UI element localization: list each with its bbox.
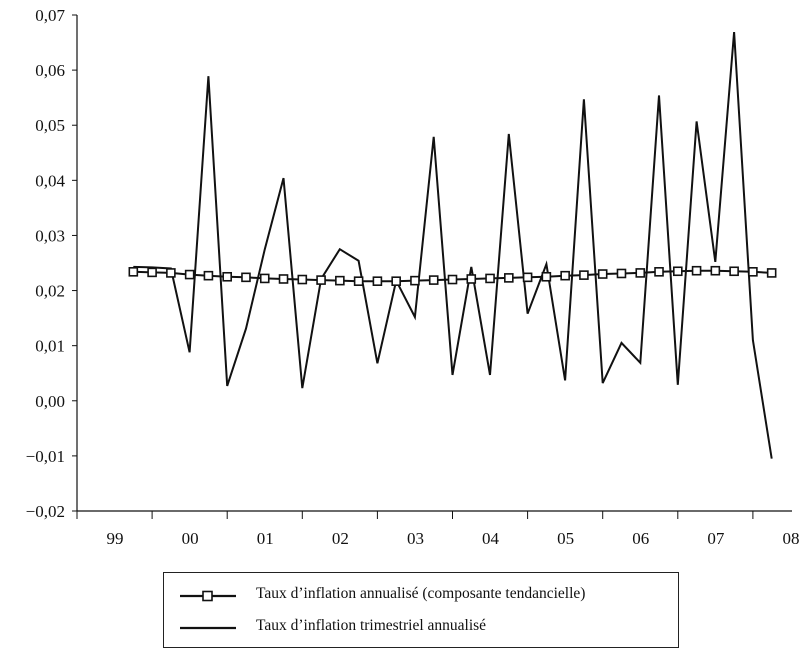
data-point-trend-marker [280,275,288,283]
data-point-trend-marker [693,267,701,275]
x-tick-label: 02 [332,529,349,548]
x-tick-label: 03 [407,529,424,548]
legend-label-trend: Taux d’inflation annualisé (composante t… [256,585,585,603]
y-axis-ticks: −0,02 −0,01 0,00 0,01 0,02 0,03 0,04 0,05 0,06 0,… [26,6,77,521]
data-point-trend-marker [186,271,194,279]
y-tick-label: −0,02 [26,502,65,521]
legend-item-trend: Taux d’inflation annualisé (composante t… [164,581,678,611]
data-point-trend-marker [655,268,663,276]
y-tick-label: 0,04 [35,171,65,190]
x-tick-label: 00 [182,529,199,548]
x-tick-label: 01 [257,529,274,548]
x-tick-label: 04 [482,529,500,548]
legend-item-quarterly: Taux d’inflation trimestriel annualisé [164,613,678,643]
data-point-trend-marker [336,277,344,285]
data-point-trend-marker [768,269,776,277]
x-tick-label: 06 [632,529,649,548]
legend-swatch-square-marker-line [178,587,238,605]
chart-svg: −0,02 −0,01 0,00 0,01 0,02 0,03 0,04 0,05 0,06 0,… [0,0,803,560]
data-point-trend-marker [617,269,625,277]
y-tick-label: 0,00 [35,392,65,411]
y-tick-label: −0,01 [26,447,65,466]
data-point-trend-marker [542,273,550,281]
series-line-quarterly-inflation [133,32,771,459]
data-point-trend-marker [749,268,757,276]
data-point-trend-marker [524,273,532,281]
data-point-trend-marker [355,277,363,285]
data-point-trend-marker [636,269,644,277]
y-tick-label: 0,02 [35,282,65,301]
x-tick-label: 99 [107,529,124,548]
y-tick-label: 0,06 [35,61,65,80]
data-point-trend-marker [129,268,137,276]
data-point-trend-marker [580,271,588,279]
legend: Taux d’inflation annualisé (composante t… [163,572,679,648]
data-point-trend-marker [317,276,325,284]
data-point-trend-marker [261,274,269,282]
data-point-trend-marker [204,272,212,280]
x-axis-ticks: 99 00 01 02 03 04 05 06 07 08 [77,511,803,548]
y-tick-label: 0,07 [35,6,65,25]
data-point-trend-marker [674,267,682,275]
data-point-trend-marker [373,277,381,285]
data-point-trend-marker [430,276,438,284]
plot-area [129,32,775,459]
legend-label-quarterly: Taux d’inflation trimestriel annualisé [256,617,486,635]
y-tick-label: 0,03 [35,226,65,245]
data-point-trend-marker [730,267,738,275]
data-point-trend-marker [561,272,569,280]
data-point-trend-marker [467,275,475,283]
data-point-trend-marker [486,274,494,282]
x-tick-label: 08 [782,529,799,548]
y-tick-label: 0,05 [35,116,65,135]
legend-swatch-plain-line [178,619,238,637]
data-point-trend-marker [223,273,231,281]
y-tick-label: 0,01 [35,337,65,356]
data-point-trend-marker [505,274,513,282]
x-tick-label: 05 [557,529,574,548]
data-point-trend-marker [167,269,175,277]
data-point-trend-marker [298,276,306,284]
data-point-trend-marker [242,273,250,281]
data-point-trend-marker [148,268,156,276]
x-tick-label: 07 [707,529,725,548]
data-point-trend-marker [449,276,457,284]
data-point-trend-marker [411,277,419,285]
data-point-trend-marker [392,277,400,285]
data-point-trend-marker [599,270,607,278]
data-point-trend-marker [711,267,719,275]
